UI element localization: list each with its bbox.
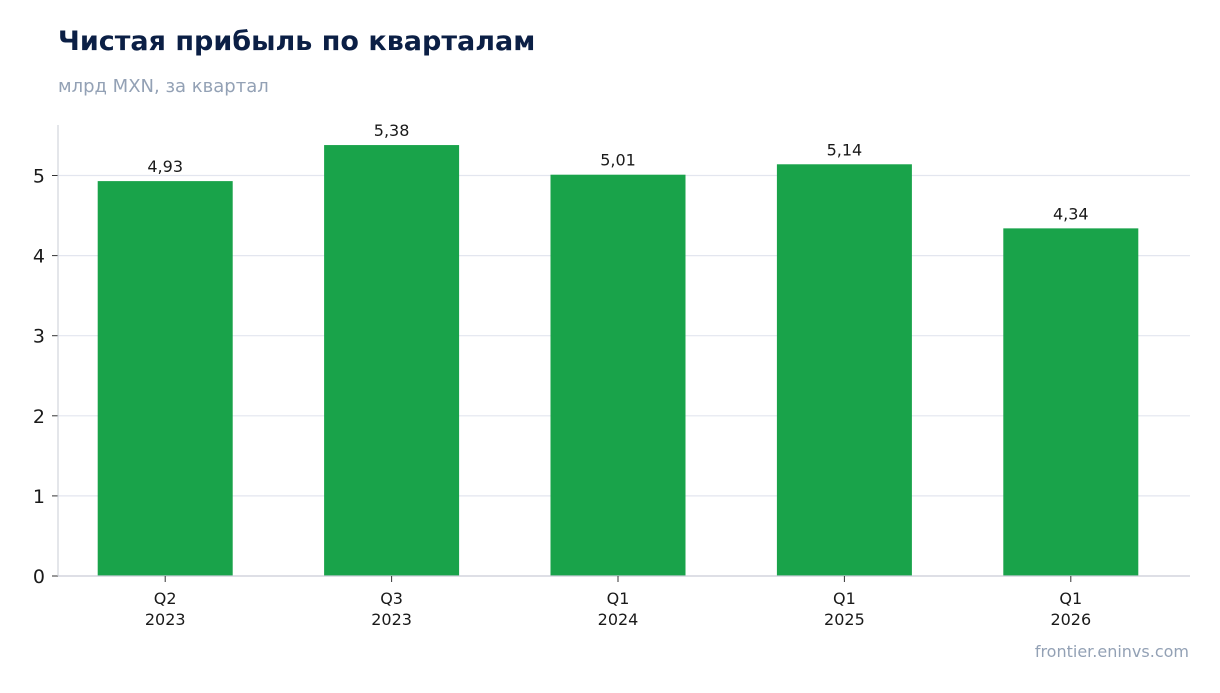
x-tick-label-quarter: Q1 <box>607 589 630 608</box>
x-tick-label-year: 2023 <box>371 610 412 629</box>
x-tick-label-year: 2025 <box>824 610 865 629</box>
source-credit: frontier.eninvs.com <box>1034 642 1189 661</box>
bar <box>324 145 460 576</box>
bar <box>1003 228 1139 576</box>
x-tick-label-quarter: Q1 <box>833 589 856 608</box>
x-tick-label-quarter: Q3 <box>380 589 403 608</box>
bar-value-label: 4,93 <box>147 157 183 176</box>
chart-subtitle: млрд MXN, за квартал <box>58 76 269 97</box>
chart-title: Чистая прибыль по кварталам <box>58 26 536 57</box>
bar-value-label: 5,01 <box>600 151 636 170</box>
y-tick-label: 5 <box>33 166 45 188</box>
y-tick-label: 3 <box>33 326 45 348</box>
x-tick-label-quarter: Q1 <box>1059 589 1082 608</box>
x-tick-label-year: 2024 <box>598 610 639 629</box>
y-tick-label: 0 <box>33 566 45 588</box>
bar <box>97 181 233 576</box>
x-tick-label-year: 2023 <box>145 610 186 629</box>
labels: 0 1 2 3 4 5 4,93 Q2 2023 5,38 Q3 2023 5,01 Q1 2024 5,14… <box>33 121 1091 629</box>
y-tick-label: 4 <box>33 246 45 268</box>
bar-value-label: 5,38 <box>374 121 410 140</box>
bar <box>550 174 686 576</box>
bar-value-label: 5,14 <box>827 140 863 159</box>
x-tick-label-quarter: Q2 <box>154 589 177 608</box>
axes <box>52 125 1190 582</box>
x-tick-label-year: 2026 <box>1050 610 1091 629</box>
bar-value-label: 4,34 <box>1053 204 1089 223</box>
bars <box>97 145 1139 576</box>
bar <box>776 164 912 576</box>
y-tick-label: 2 <box>33 406 45 428</box>
y-tick-label: 1 <box>33 486 45 508</box>
